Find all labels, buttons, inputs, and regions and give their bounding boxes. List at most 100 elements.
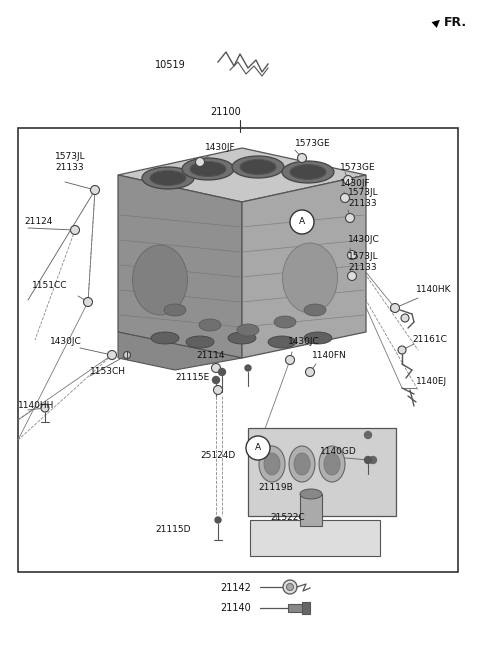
Circle shape <box>214 386 223 394</box>
Bar <box>18 128 458 572</box>
Text: A: A <box>299 218 305 226</box>
Text: 1140FN: 1140FN <box>312 352 347 361</box>
Text: 21140: 21140 <box>220 603 251 613</box>
Circle shape <box>391 304 399 312</box>
Ellipse shape <box>289 446 315 482</box>
Text: 21119B: 21119B <box>258 483 293 493</box>
Text: 21115E: 21115E <box>175 373 209 382</box>
Text: 1153CH: 1153CH <box>90 367 126 377</box>
Text: 1573JL
21133: 1573JL 21133 <box>348 188 379 208</box>
Circle shape <box>71 226 80 234</box>
Text: 21142: 21142 <box>220 583 251 593</box>
Text: 25124D: 25124D <box>200 451 235 459</box>
Text: 1573GE: 1573GE <box>295 138 331 148</box>
Circle shape <box>348 272 357 281</box>
Text: 1430JC: 1430JC <box>50 337 82 346</box>
Text: 1573JL
21133: 1573JL 21133 <box>55 152 85 172</box>
Circle shape <box>344 176 352 184</box>
Circle shape <box>212 363 220 373</box>
Circle shape <box>401 314 409 322</box>
Ellipse shape <box>142 167 194 189</box>
Bar <box>302 602 310 614</box>
Text: 1140HH: 1140HH <box>18 401 54 409</box>
Circle shape <box>348 251 357 260</box>
Text: A: A <box>255 443 261 453</box>
Ellipse shape <box>199 319 221 331</box>
Text: 10519: 10519 <box>155 60 186 70</box>
Ellipse shape <box>182 158 234 180</box>
Circle shape <box>108 350 117 359</box>
Ellipse shape <box>300 489 322 499</box>
Circle shape <box>246 436 270 460</box>
Bar <box>248 428 396 516</box>
Circle shape <box>245 365 251 371</box>
Ellipse shape <box>164 304 186 316</box>
Circle shape <box>298 154 307 163</box>
Text: 1573GE: 1573GE <box>340 163 376 173</box>
Text: 1573JL
21133: 1573JL 21133 <box>348 253 379 272</box>
Circle shape <box>41 404 49 412</box>
Text: 1140GD: 1140GD <box>320 447 357 457</box>
Ellipse shape <box>324 453 340 475</box>
Text: 21161C: 21161C <box>412 335 447 344</box>
Circle shape <box>290 210 314 234</box>
Circle shape <box>283 580 297 594</box>
Ellipse shape <box>186 336 214 348</box>
Polygon shape <box>118 175 242 358</box>
Circle shape <box>195 157 204 167</box>
Bar <box>250 520 380 556</box>
Text: 1430JC: 1430JC <box>288 337 320 346</box>
Circle shape <box>364 432 372 438</box>
Circle shape <box>84 298 93 306</box>
Polygon shape <box>118 148 366 202</box>
Ellipse shape <box>264 453 280 475</box>
Circle shape <box>287 583 293 590</box>
Ellipse shape <box>150 171 186 186</box>
Text: 21114: 21114 <box>196 350 225 359</box>
Circle shape <box>364 457 372 464</box>
Text: 1430JC: 1430JC <box>348 236 380 245</box>
Ellipse shape <box>190 161 226 176</box>
Ellipse shape <box>259 446 285 482</box>
Text: 21100: 21100 <box>210 107 241 117</box>
Ellipse shape <box>268 336 296 348</box>
Circle shape <box>213 377 219 384</box>
Ellipse shape <box>283 243 337 313</box>
Ellipse shape <box>228 332 256 344</box>
Text: 21115D: 21115D <box>155 525 191 535</box>
Text: 1140HK: 1140HK <box>416 285 452 295</box>
Text: 21124: 21124 <box>24 218 52 226</box>
Circle shape <box>370 457 376 464</box>
Ellipse shape <box>132 245 188 315</box>
Ellipse shape <box>151 332 179 344</box>
Polygon shape <box>118 332 242 370</box>
Bar <box>288 604 306 612</box>
Ellipse shape <box>232 156 284 178</box>
Ellipse shape <box>274 316 296 328</box>
Circle shape <box>218 369 226 375</box>
Circle shape <box>286 356 295 365</box>
Ellipse shape <box>319 446 345 482</box>
Text: 21522C: 21522C <box>270 514 305 522</box>
Ellipse shape <box>294 453 310 475</box>
Ellipse shape <box>240 159 276 174</box>
Circle shape <box>215 517 221 523</box>
Circle shape <box>305 367 314 377</box>
Text: 1151CC: 1151CC <box>32 281 68 291</box>
Ellipse shape <box>304 332 332 344</box>
Text: 1140EJ: 1140EJ <box>416 377 447 386</box>
Circle shape <box>91 186 99 194</box>
Ellipse shape <box>304 304 326 316</box>
Bar <box>300 494 322 526</box>
Ellipse shape <box>237 324 259 336</box>
Text: 1430JF: 1430JF <box>340 180 371 188</box>
Ellipse shape <box>282 161 334 183</box>
Ellipse shape <box>290 165 326 180</box>
Text: FR.: FR. <box>444 16 467 29</box>
Circle shape <box>123 352 131 358</box>
Text: 1430JF: 1430JF <box>205 144 236 152</box>
Circle shape <box>340 194 349 203</box>
Circle shape <box>398 346 406 354</box>
Circle shape <box>346 213 355 222</box>
Polygon shape <box>242 175 366 358</box>
